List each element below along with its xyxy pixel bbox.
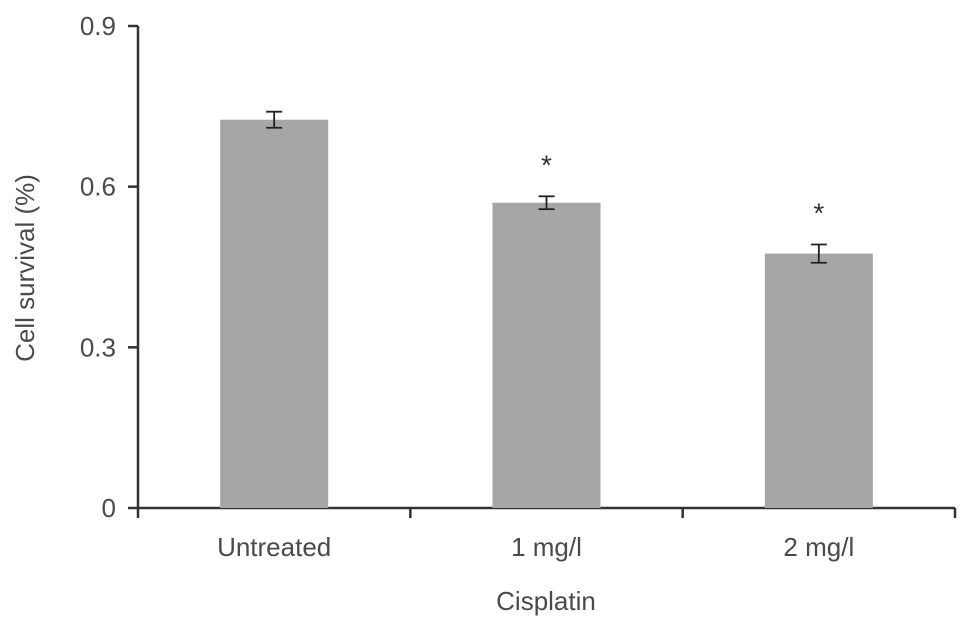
- x-tick-label: 2 mg/l: [783, 532, 854, 562]
- x-tick-label: Untreated: [217, 532, 331, 562]
- plot-area: 0 0.3 0.6 0.9 Untreated * 1 mg/l * 2 mg/l: [80, 11, 957, 562]
- y-axis-title: Cell survival (%): [10, 174, 40, 362]
- x-axis-title: Cisplatin: [496, 586, 596, 616]
- bar: [492, 202, 601, 508]
- bar: [220, 119, 329, 508]
- x-tick-label: 1 mg/l: [511, 532, 582, 562]
- significance-marker: *: [541, 149, 552, 180]
- y-tick-label: 0.3: [80, 332, 116, 362]
- y-tick-label: 0.6: [80, 172, 116, 202]
- bar: [764, 253, 873, 508]
- y-tick-label: 0: [102, 493, 116, 523]
- significance-marker: *: [813, 198, 824, 229]
- y-tick-label: 0.9: [80, 11, 116, 41]
